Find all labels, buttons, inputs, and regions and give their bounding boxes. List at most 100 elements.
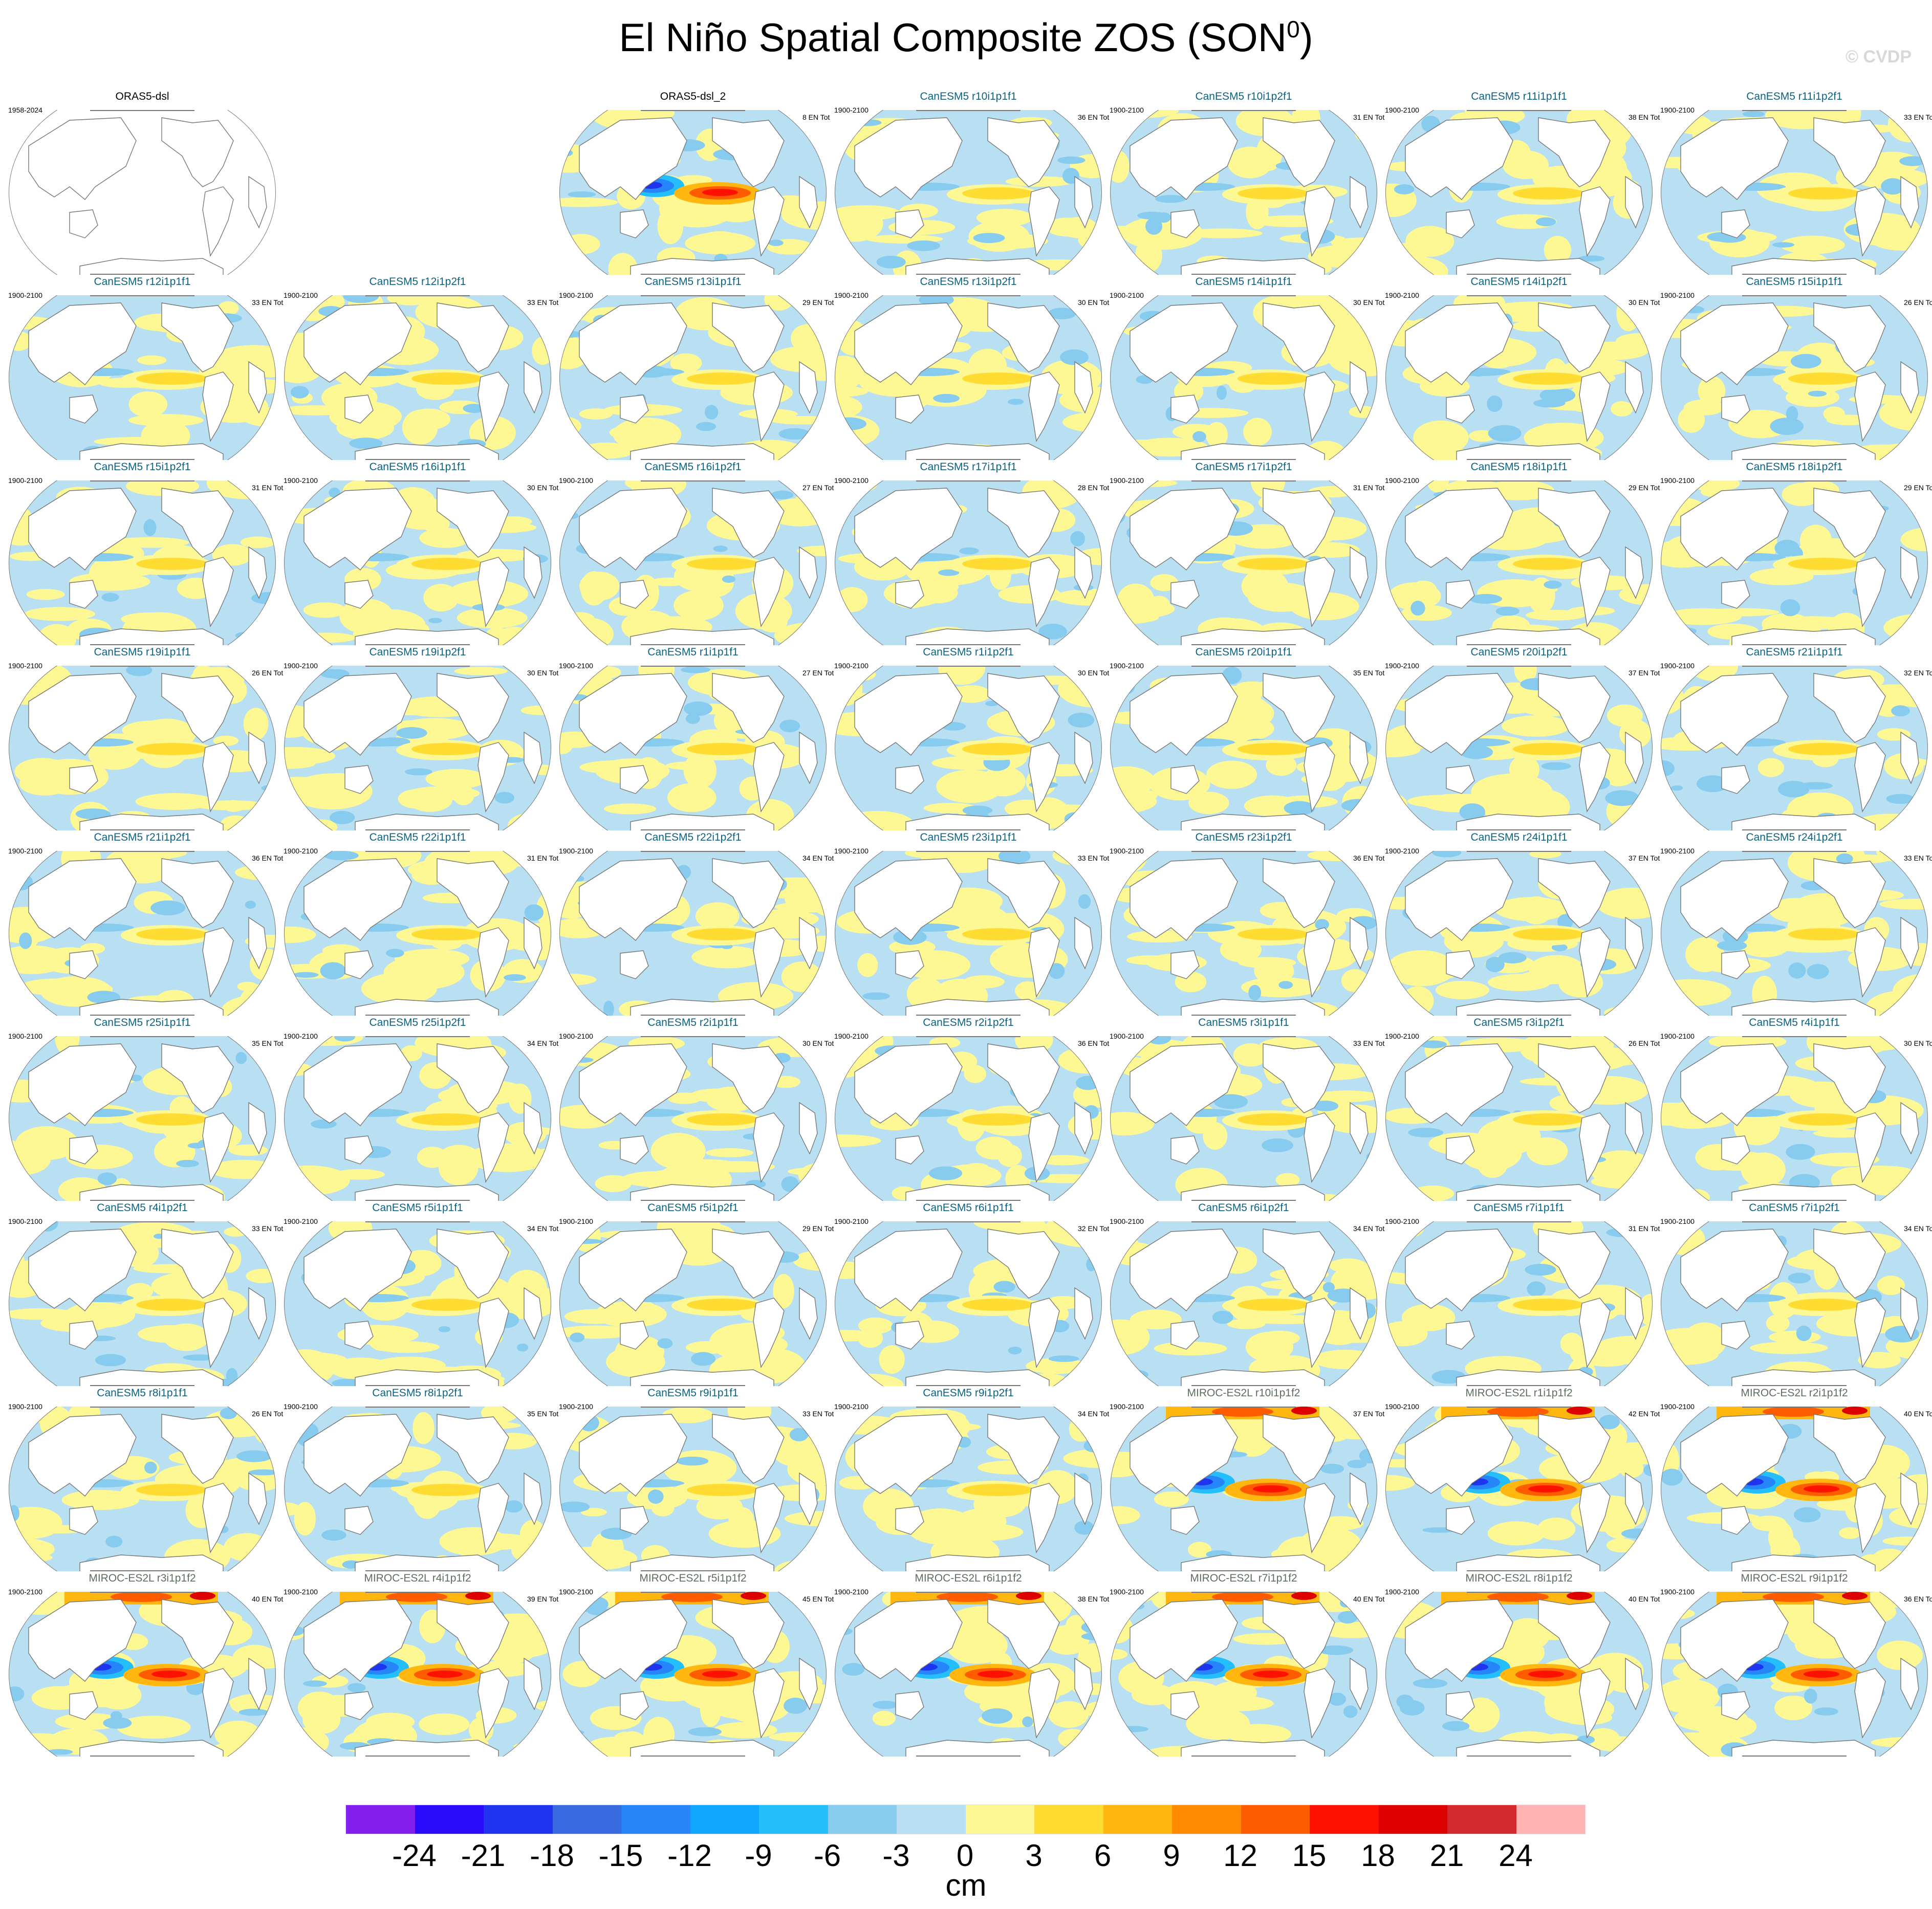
land-mass xyxy=(161,1414,234,1484)
map-panel: CanESM5 r23i1p1f1 1900-2100 33 EN Tot xyxy=(834,831,1109,1029)
event-count-label: 40 EN Tot xyxy=(252,1595,284,1603)
enso-tongue xyxy=(1513,187,1584,200)
anomaly-region xyxy=(606,1346,665,1377)
land-mass xyxy=(579,858,687,941)
anomaly-region xyxy=(603,1000,614,1016)
anomaly-region xyxy=(1485,957,1505,973)
period-label: 1900-2100 xyxy=(834,662,869,670)
map-plot xyxy=(559,1407,827,1571)
land-mass xyxy=(1813,1043,1886,1113)
map-plot xyxy=(1110,1592,1377,1757)
event-count-label: 35 EN Tot xyxy=(527,1410,559,1418)
map-panel: MIROC-ES2L r1i1p1f2 1900-2100 42 EN Tot xyxy=(1385,1387,1660,1585)
enso-tongue xyxy=(1788,558,1860,570)
anomaly-region xyxy=(1557,914,1573,930)
anomaly-region xyxy=(402,410,438,445)
panel-title: CanESM5 r23i1p2f1 xyxy=(1195,831,1292,843)
anomaly-region xyxy=(1786,406,1798,422)
map-plot xyxy=(1385,1221,1653,1386)
anomaly-region xyxy=(1048,1355,1079,1362)
anomaly-region xyxy=(781,1176,799,1192)
period-label: 1900-2100 xyxy=(834,106,869,114)
land-mass xyxy=(28,858,137,941)
panel-title: CanESM5 r16i1p2f1 xyxy=(644,461,742,473)
map-panel: MIROC-ES2L r9i1p1f2 1900-2100 36 EN Tot xyxy=(1660,1572,1932,1770)
anomaly-region xyxy=(667,620,710,631)
land-mass xyxy=(895,1691,924,1720)
anomaly-region xyxy=(1123,1672,1148,1682)
map-panel: CanESM5 r10i1p1f1 1900-2100 36 EN Tot xyxy=(834,91,1109,288)
land-mass xyxy=(28,1043,137,1126)
land-mass xyxy=(161,673,234,743)
anomaly-region xyxy=(238,1708,269,1716)
panel-title: CanESM5 r18i1p1f1 xyxy=(1470,461,1568,473)
anomaly-region xyxy=(1525,1263,1556,1276)
map-plot xyxy=(559,1221,827,1386)
land-mass xyxy=(620,765,649,794)
colorbar-tick-label: 18 xyxy=(1361,1838,1395,1873)
anomaly-region xyxy=(1899,156,1926,166)
event-count-label: 29 EN Tot xyxy=(802,298,834,306)
land-mass xyxy=(1900,1657,1919,1710)
enso-tongue xyxy=(136,928,208,940)
colorbar xyxy=(345,1805,1586,1834)
map-panel: CanESM5 r3i1p2f1 1900-2100 26 EN Tot xyxy=(1385,1017,1660,1214)
anomaly-region xyxy=(314,1706,339,1726)
map-panel: MIROC-ES2L r4i1p1f2 1900-2100 39 EN Tot xyxy=(284,1572,558,1770)
anomaly-region xyxy=(437,1145,482,1174)
land-mass xyxy=(1680,673,1789,756)
anomaly-region xyxy=(135,793,214,810)
event-count-label: 31 EN Tot xyxy=(1353,113,1385,121)
land-mass xyxy=(1350,1287,1369,1340)
anomaly-region xyxy=(1222,666,1242,684)
anomaly-region xyxy=(579,1414,599,1432)
land-mass xyxy=(895,580,924,609)
period-label: 1900-2100 xyxy=(834,476,869,485)
anomaly-region xyxy=(580,1508,607,1517)
anomaly-region xyxy=(383,955,465,990)
period-label: 1958-2024 xyxy=(8,106,42,114)
land-mass xyxy=(202,1483,234,1554)
map-panel: CanESM5 r18i1p2f1 1900-2100 29 EN Tot xyxy=(1660,461,1932,659)
map-plot xyxy=(1385,851,1653,1016)
period-label: 1900-2100 xyxy=(834,1217,869,1225)
land-mass xyxy=(161,1599,234,1669)
land-mass xyxy=(1900,916,1919,970)
anomaly-region xyxy=(835,385,869,398)
land-mass xyxy=(1625,1657,1644,1710)
event-count-label: 34 EN Tot xyxy=(1078,1410,1110,1418)
land-mass xyxy=(987,302,1060,372)
anomaly-region xyxy=(413,1412,435,1444)
anomaly-region xyxy=(722,575,736,583)
land-mass xyxy=(477,1112,509,1183)
anomaly-region xyxy=(1213,1094,1248,1109)
anomaly-region xyxy=(1110,1506,1140,1524)
land-mass xyxy=(799,1657,818,1710)
land-mass xyxy=(753,1483,785,1554)
land-mass xyxy=(1538,673,1611,743)
map-plot xyxy=(284,295,551,460)
land-mass xyxy=(437,1043,509,1113)
land-mass xyxy=(1263,488,1335,558)
colorbar-bin xyxy=(965,1805,1034,1834)
anomaly-region xyxy=(1022,1716,1033,1727)
anomaly-region xyxy=(813,1348,826,1361)
anomaly-region xyxy=(1275,1173,1300,1187)
period-label: 1900-2100 xyxy=(1110,1217,1144,1225)
colorbar-bin xyxy=(1447,1805,1516,1834)
anomaly-region xyxy=(1110,1112,1155,1136)
anomaly-region xyxy=(1069,1416,1093,1442)
land-mass xyxy=(753,1112,785,1183)
anomaly-region xyxy=(419,1713,470,1735)
enso-tongue xyxy=(1238,558,1309,570)
anomaly-region xyxy=(867,1499,898,1512)
anomaly-region xyxy=(1337,1611,1358,1624)
anomaly-region xyxy=(1661,1678,1720,1714)
land-mass xyxy=(1074,1657,1093,1710)
anomaly-region xyxy=(224,1226,248,1237)
land-mass xyxy=(1854,557,1886,628)
land-mass xyxy=(1263,1414,1335,1484)
anomaly-region xyxy=(128,391,168,418)
anomaly-region xyxy=(674,590,724,621)
anomaly-region xyxy=(1347,1460,1367,1468)
